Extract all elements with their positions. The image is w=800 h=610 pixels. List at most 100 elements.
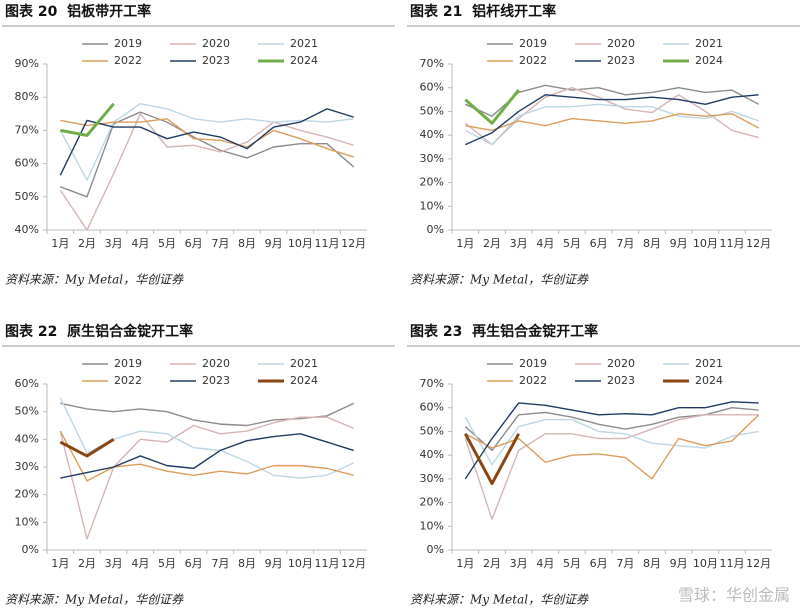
legend-label: 2023 xyxy=(202,374,230,387)
source: 资料来源：My Metal，华创证券 xyxy=(5,593,184,607)
y-tick-label: 40% xyxy=(420,448,444,461)
x-tick-label: 4月 xyxy=(131,237,149,250)
chart-title: 图表 20 铝板带开工率 xyxy=(5,3,151,20)
series-line xyxy=(464,416,759,466)
y-tick-label: 50% xyxy=(15,190,39,203)
legend-label: 2020 xyxy=(607,357,635,370)
legend-label: 2020 xyxy=(607,37,635,50)
y-tick-label: 40% xyxy=(420,128,444,141)
legend-label: 2019 xyxy=(519,357,547,370)
y-tick-label: 20% xyxy=(420,496,444,509)
series-line xyxy=(465,414,760,480)
y-tick-label: 10% xyxy=(15,515,39,528)
x-tick-label: 8月 xyxy=(643,237,661,250)
x-tick-label: 1月 xyxy=(51,557,69,570)
y-tick-label: 30% xyxy=(15,460,39,473)
legend-label: 2021 xyxy=(290,37,318,50)
x-tick-label: 11月 xyxy=(315,237,340,250)
x-tick-label: 3月 xyxy=(510,237,528,250)
x-tick-label: 3月 xyxy=(105,237,123,250)
series-line xyxy=(60,402,354,427)
x-tick-label: 6月 xyxy=(185,237,203,250)
x-tick-label: 1月 xyxy=(456,237,474,250)
chart-title: 图表 21 铝杆线开工率 xyxy=(410,3,556,20)
x-tick-label: 9月 xyxy=(670,237,688,250)
x-tick-label: 12月 xyxy=(746,557,771,570)
legend-label: 2019 xyxy=(519,37,547,50)
y-tick-label: 60% xyxy=(420,81,444,94)
y-tick-label: 0% xyxy=(22,543,39,556)
x-tick-label: 11月 xyxy=(720,557,745,570)
x-tick-label: 6月 xyxy=(590,237,608,250)
x-tick-label: 10月 xyxy=(693,557,718,570)
legend-label: 2024 xyxy=(695,374,723,387)
x-tick-label: 11月 xyxy=(315,557,340,570)
x-tick-label: 2月 xyxy=(78,237,96,250)
x-tick-label: 4月 xyxy=(536,557,554,570)
x-tick-label: 9月 xyxy=(265,237,283,250)
x-tick-label: 11月 xyxy=(720,237,745,250)
y-tick-label: 50% xyxy=(420,104,444,117)
legend-label: 2022 xyxy=(519,54,547,67)
legend-label: 2019 xyxy=(114,357,142,370)
x-tick-label: 7月 xyxy=(211,237,229,250)
series-line xyxy=(464,89,520,125)
y-tick-label: 0% xyxy=(427,543,444,556)
x-tick-label: 2月 xyxy=(483,557,501,570)
series-line xyxy=(60,102,115,137)
x-tick-label: 7月 xyxy=(616,237,634,250)
legend-label: 2024 xyxy=(695,54,723,67)
y-tick-label: 50% xyxy=(15,405,39,418)
x-tick-label: 8月 xyxy=(238,557,256,570)
series-line xyxy=(59,108,354,176)
watermark: 雪球：华创金属 xyxy=(678,586,790,605)
series-line xyxy=(60,118,354,158)
y-tick-label: 60% xyxy=(420,401,444,414)
y-tick-label: 20% xyxy=(420,176,444,189)
y-tick-label: 60% xyxy=(15,377,39,390)
legend-label: 2020 xyxy=(202,37,230,50)
legend-label: 2023 xyxy=(607,54,635,67)
y-tick-label: 30% xyxy=(420,152,444,165)
source: 资料来源：My Metal，华创证券 xyxy=(410,273,589,287)
x-tick-label: 2月 xyxy=(483,237,501,250)
series-line xyxy=(465,94,759,146)
x-tick-label: 5月 xyxy=(563,237,581,250)
y-tick-label: 30% xyxy=(420,472,444,485)
x-tick-label: 7月 xyxy=(211,557,229,570)
x-tick-label: 1月 xyxy=(456,557,474,570)
legend-label: 2021 xyxy=(695,37,723,50)
y-tick-label: 60% xyxy=(15,157,39,170)
series-line xyxy=(59,438,115,458)
legend-label: 2019 xyxy=(114,37,142,50)
legend-label: 2020 xyxy=(202,357,230,370)
x-tick-label: 8月 xyxy=(238,237,256,250)
y-tick-label: 40% xyxy=(15,223,39,236)
x-tick-label: 9月 xyxy=(670,557,688,570)
series-line xyxy=(464,433,520,486)
series-line xyxy=(464,401,759,480)
x-tick-label: 2月 xyxy=(78,557,96,570)
chart-title: 图表 22 原生铝合金锭开工率 xyxy=(5,323,193,340)
legend-label: 2021 xyxy=(290,357,318,370)
x-tick-label: 1月 xyxy=(51,237,69,250)
y-tick-label: 70% xyxy=(420,57,444,70)
series-line xyxy=(60,111,355,198)
legend-label: 2024 xyxy=(290,54,318,67)
x-tick-label: 5月 xyxy=(158,557,176,570)
x-tick-label: 3月 xyxy=(105,557,123,570)
x-tick-label: 12月 xyxy=(746,237,771,250)
series-line xyxy=(464,407,759,452)
series-line xyxy=(59,416,354,540)
x-tick-label: 10月 xyxy=(288,557,313,570)
series-line xyxy=(60,433,354,479)
legend-label: 2023 xyxy=(607,374,635,387)
y-tick-label: 0% xyxy=(427,223,444,236)
x-tick-label: 10月 xyxy=(693,237,718,250)
legend-label: 2022 xyxy=(114,374,142,387)
series-line xyxy=(464,414,759,520)
legend-label: 2024 xyxy=(290,374,318,387)
x-tick-label: 8月 xyxy=(643,557,661,570)
x-tick-label: 10月 xyxy=(288,237,313,250)
legend-label: 2022 xyxy=(114,54,142,67)
